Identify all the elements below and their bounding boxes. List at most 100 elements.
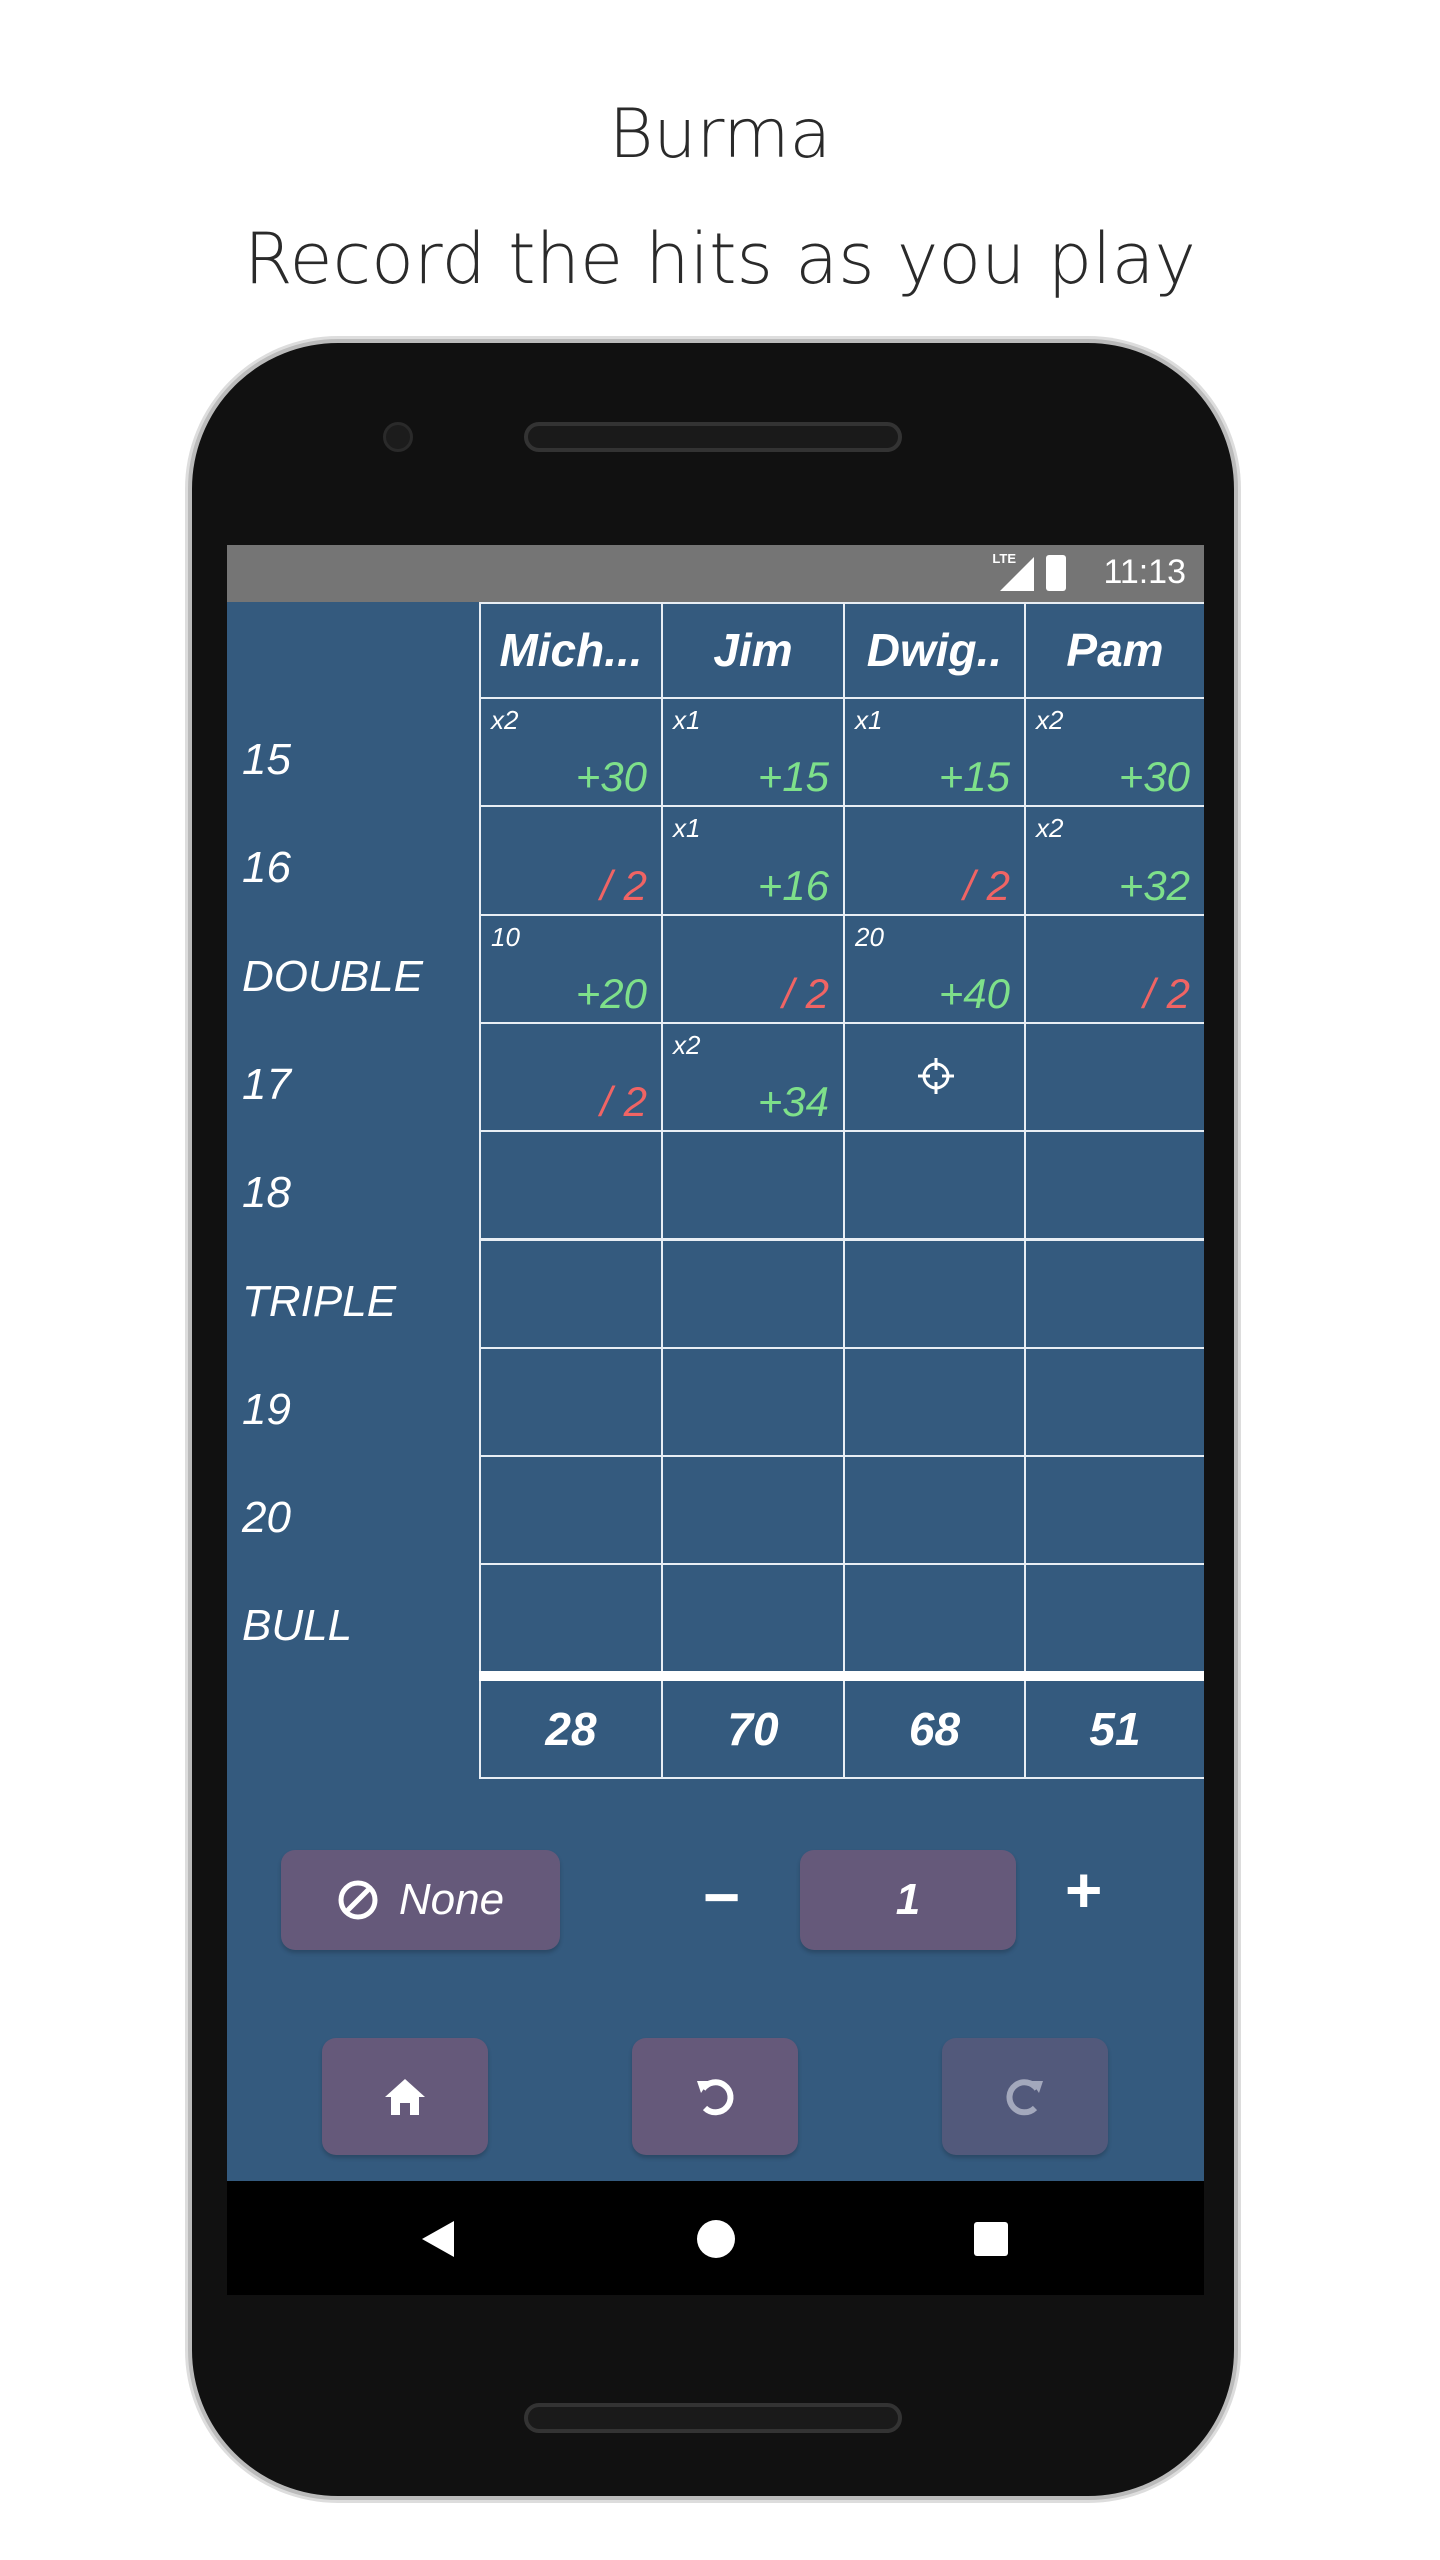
- row-label: 17: [242, 1059, 291, 1109]
- score-cell[interactable]: / 2: [479, 1021, 663, 1133]
- score-cell[interactable]: / 2: [661, 913, 845, 1024]
- decrement-button[interactable]: −: [703, 1861, 741, 1933]
- cell-score: +30: [1118, 753, 1190, 801]
- home-nav-icon[interactable]: [696, 2219, 736, 2259]
- score-cell[interactable]: / 2: [1024, 913, 1204, 1024]
- total-score: 28: [479, 1679, 663, 1779]
- score-cell[interactable]: [1024, 1021, 1204, 1133]
- score-cell[interactable]: [661, 1238, 845, 1349]
- cell-score: / 2: [600, 861, 647, 909]
- android-nav-bar: [227, 2181, 1204, 2295]
- crosshair-icon: [918, 1057, 954, 1094]
- row-label: 20: [242, 1493, 291, 1543]
- multiplier: x2: [491, 705, 519, 735]
- score-cell[interactable]: [843, 1238, 1026, 1349]
- promo-subtitle: Record the hits as you play: [244, 218, 1196, 300]
- score-cell[interactable]: [661, 1346, 845, 1458]
- multiplier: x2: [673, 1029, 701, 1060]
- score-cell[interactable]: x2 +34: [661, 1021, 845, 1133]
- recents-icon[interactable]: [973, 2221, 1009, 2257]
- score-cell[interactable]: [479, 1130, 663, 1241]
- cell-score: +32: [1118, 861, 1190, 909]
- row-label: 15: [242, 735, 291, 784]
- score-cell[interactable]: x2 +30: [479, 697, 663, 808]
- signal-icon: [1000, 557, 1034, 591]
- score-cell[interactable]: [479, 1455, 663, 1566]
- none-label: None: [398, 1875, 505, 1924]
- total-score: 68: [843, 1679, 1026, 1779]
- status-bar: LTE 11:13: [227, 545, 1204, 602]
- redo-button[interactable]: [942, 2038, 1108, 2155]
- score-cell[interactable]: x1 +15: [661, 697, 845, 808]
- score-cell[interactable]: [1024, 1455, 1204, 1566]
- player-header[interactable]: Pam: [1024, 602, 1204, 699]
- score-cell[interactable]: [1024, 1130, 1204, 1241]
- battery-icon: [1046, 555, 1066, 591]
- promo-title: Burma: [608, 95, 832, 174]
- home-icon: [385, 2078, 425, 2115]
- cell-score: / 2: [600, 1078, 647, 1126]
- total-score: 51: [1024, 1679, 1204, 1779]
- score-cell[interactable]: x2 +30: [1024, 697, 1204, 808]
- row-label: 19: [242, 1384, 291, 1434]
- multiplier: x1: [673, 705, 701, 735]
- home-button[interactable]: [322, 2038, 488, 2155]
- multiplier: x2: [1036, 705, 1064, 735]
- score-cell[interactable]: [661, 1130, 845, 1241]
- row-label: 18: [242, 1168, 291, 1218]
- score-cell[interactable]: x2 +32: [1024, 805, 1204, 916]
- row-label: DOUBLE: [242, 951, 423, 1001]
- cell-score: +34: [757, 1078, 829, 1126]
- back-icon[interactable]: [420, 2219, 456, 2259]
- score-cell[interactable]: 20 +40: [843, 913, 1026, 1024]
- multiplier: x1: [673, 813, 701, 844]
- score-cell[interactable]: [1024, 1346, 1204, 1458]
- score-cell[interactable]: [843, 1021, 1026, 1133]
- bottom-speaker: [524, 2403, 902, 2433]
- score-cell[interactable]: [1024, 1238, 1204, 1349]
- cell-score: / 2: [782, 969, 829, 1017]
- cell-score: +16: [757, 861, 829, 909]
- totals-divider: [479, 1671, 1204, 1681]
- multiplier: x2: [1036, 813, 1064, 844]
- multiplier: x1: [855, 705, 883, 735]
- player-header[interactable]: Jim: [661, 602, 845, 699]
- score-cell[interactable]: [843, 1346, 1026, 1458]
- row-label: 16: [242, 843, 291, 893]
- score-cell[interactable]: [843, 1455, 1026, 1566]
- row-label: BULL: [242, 1601, 353, 1651]
- player-header[interactable]: Mich...: [479, 602, 663, 699]
- player-header[interactable]: Dwig..: [843, 602, 1026, 699]
- clock: 11:13: [1103, 553, 1186, 591]
- row-label: TRIPLE: [242, 1276, 397, 1326]
- score-cell[interactable]: [479, 1563, 663, 1674]
- score-cell[interactable]: / 2: [843, 805, 1026, 916]
- score-cell[interactable]: 10 +20: [479, 913, 663, 1024]
- score-cell[interactable]: / 2: [479, 805, 663, 916]
- score-cell[interactable]: [479, 1238, 663, 1349]
- cell-score: +40: [938, 969, 1010, 1017]
- multiplier: 10: [491, 921, 520, 952]
- score-cell[interactable]: x1 +15: [843, 697, 1026, 808]
- score-cell[interactable]: [843, 1563, 1026, 1674]
- increment-button[interactable]: +: [1065, 1854, 1103, 1926]
- count-display: 1: [800, 1850, 1016, 1950]
- score-cell[interactable]: [479, 1346, 663, 1458]
- score-cell[interactable]: x1 +16: [661, 805, 845, 916]
- score-cell[interactable]: [843, 1130, 1026, 1241]
- cell-score: / 2: [963, 861, 1010, 909]
- redo-icon: [1006, 2078, 1043, 2115]
- ban-icon: [338, 1880, 378, 1920]
- cell-score: +20: [575, 969, 647, 1017]
- undo-button[interactable]: [632, 2038, 798, 2155]
- total-score: 70: [661, 1679, 845, 1779]
- none-button[interactable]: None: [281, 1850, 560, 1950]
- score-cell[interactable]: [661, 1563, 845, 1674]
- undo-icon: [697, 2078, 734, 2115]
- cell-score: +30: [575, 753, 647, 801]
- score-cell[interactable]: [1024, 1563, 1204, 1674]
- score-cell[interactable]: [661, 1455, 845, 1566]
- cell-score: +15: [938, 753, 1010, 801]
- app-screen: LTE 11:13 Mich... Jim Dwig.. Pam 15 x2 +30 x1 +1…: [227, 545, 1204, 2295]
- cell-score: +15: [757, 753, 829, 801]
